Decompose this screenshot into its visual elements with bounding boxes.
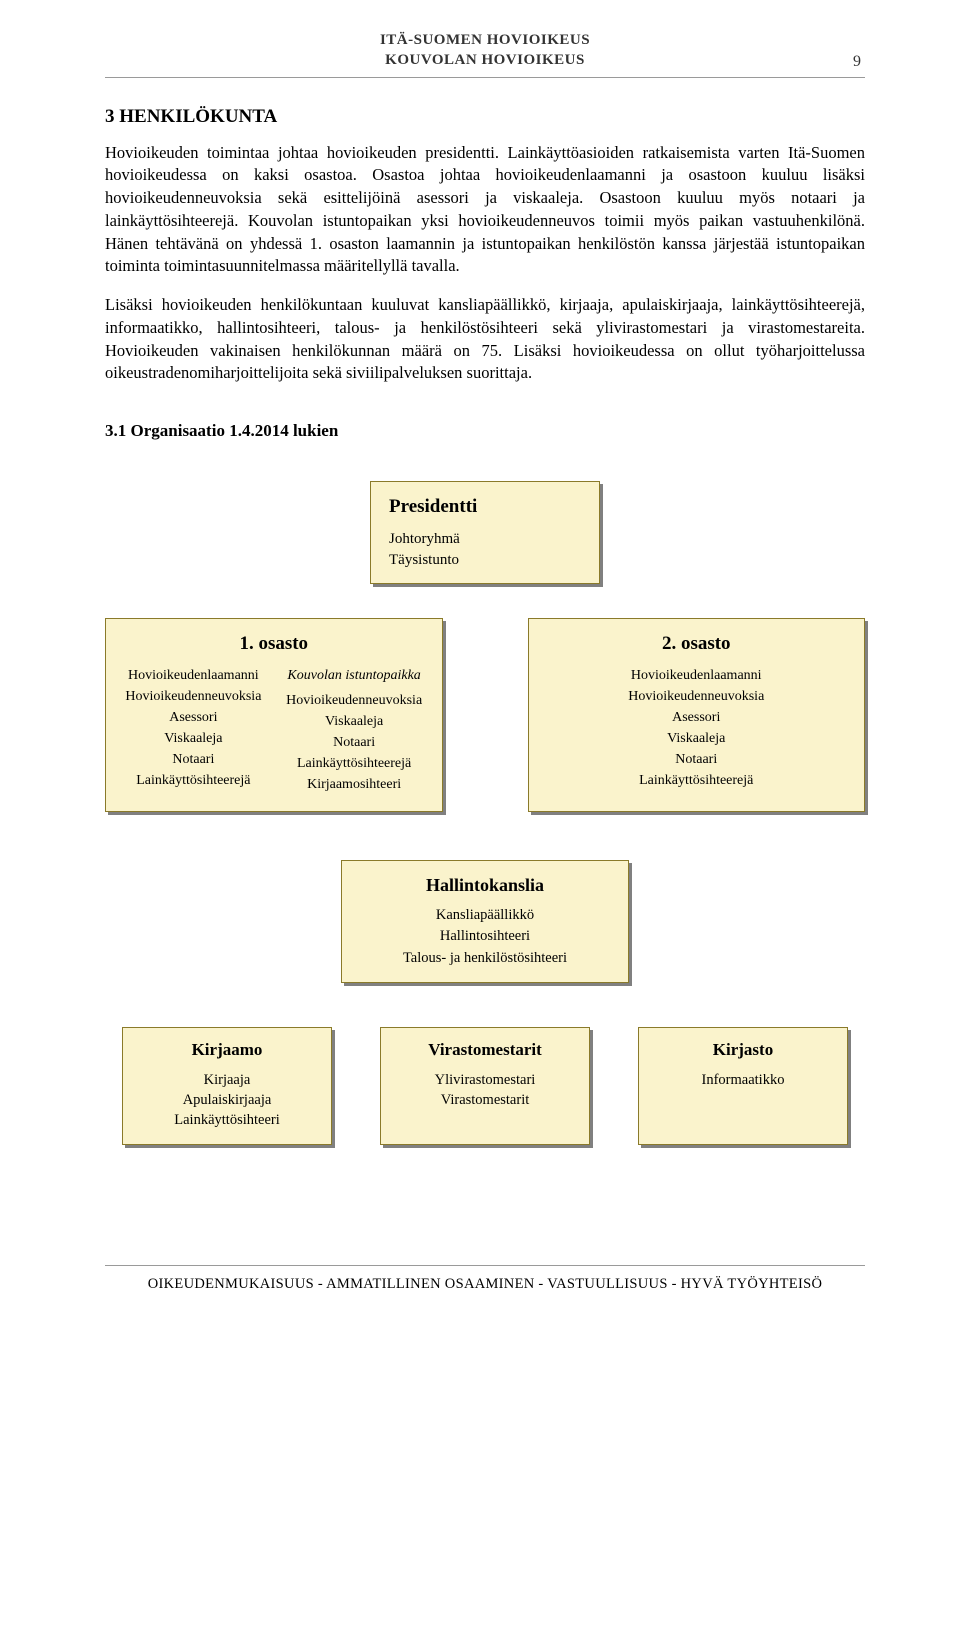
page-number: 9 (845, 53, 865, 71)
dept2-box: 2. osasto Hovioikeudenlaamanni Hovioikeu… (528, 618, 866, 813)
virastomestarit-l2: Virastomestarit (395, 1090, 575, 1110)
bottom-row: Kirjaamo Kirjaaja Apulaiskirjaaja Lainkä… (105, 1027, 865, 1146)
dept1-col2-l1: Hovioikeudenneuvoksia (281, 690, 428, 711)
dept1-box: 1. osasto Hovioikeudenlaamanni Hovioikeu… (105, 618, 443, 813)
dept2-l3: Asessori (543, 707, 851, 728)
hallinto-title: Hallintokanslia (360, 873, 610, 898)
virastomestarit-title: Virastomestarit (395, 1038, 575, 1062)
section-title: 3 HENKILÖKUNTA (105, 106, 865, 128)
hallinto-l3: Talous- ja henkilöstösihteeri (360, 948, 610, 970)
header-titles: ITÄ-SUOMEN HOVIOIKEUS KOUVOLAN HOVIOIKEU… (125, 30, 845, 71)
departments-row: 1. osasto Hovioikeudenlaamanni Hovioikeu… (105, 618, 865, 813)
dept2-l6: Lainkäyttösihteerejä (543, 770, 851, 791)
paragraph-1: Hovioikeuden toimintaa johtaa hovioikeud… (105, 142, 865, 279)
header-rule (105, 77, 865, 78)
kirjaamo-box: Kirjaamo Kirjaaja Apulaiskirjaaja Lainkä… (122, 1027, 332, 1146)
virastomestarit-box: Virastomestarit Ylivirastomestari Virast… (380, 1027, 590, 1146)
virastomestarit-l1: Ylivirastomestari (395, 1070, 575, 1090)
dept1-col2-sub: Kouvolan istuntopaikka (281, 665, 428, 686)
kirjasto-box: Kirjasto Informaatikko (638, 1027, 848, 1146)
dept2-title: 2. osasto (543, 631, 851, 658)
dept2-l2: Hovioikeudenneuvoksia (543, 686, 851, 707)
header-title-1: ITÄ-SUOMEN HOVIOIKEUS (125, 30, 845, 50)
dept1-col1-l3: Asessori (120, 707, 267, 728)
kirjasto-content: Informaatikko (653, 1070, 833, 1090)
kirjaamo-l2: Apulaiskirjaaja (137, 1090, 317, 1110)
dept1-col1-l2: Hovioikeudenneuvoksia (120, 686, 267, 707)
hallinto-content: Kansliapäällikkö Hallintosihteeri Talous… (360, 905, 610, 970)
dept1-inner: Hovioikeudenlaamanni Hovioikeudenneuvoks… (120, 665, 428, 795)
presidentti-title: Presidentti (389, 494, 581, 521)
dept1-title: 1. osasto (120, 631, 428, 658)
hallinto-box: Hallintokanslia Kansliapäällikkö Hallint… (341, 860, 629, 982)
dept2-l5: Notaari (543, 749, 851, 770)
subsection-title: 3.1 Organisaatio 1.4.2014 lukien (105, 421, 865, 441)
header-title-2: KOUVOLAN HOVIOIKEUS (125, 50, 845, 70)
kirjaamo-title: Kirjaamo (137, 1038, 317, 1062)
kirjasto-l1: Informaatikko (653, 1070, 833, 1090)
org-chart: Presidentti Johtoryhmä Täysistunto 1. os… (105, 481, 865, 1145)
kirjaamo-l3: Lainkäyttösihteeri (137, 1110, 317, 1130)
dept2-l1: Hovioikeudenlaamanni (543, 665, 851, 686)
dept1-col1-l4: Viskaaleja (120, 728, 267, 749)
dept1-col2-l2: Viskaaleja (281, 711, 428, 732)
kirjasto-title: Kirjasto (653, 1038, 833, 1062)
page-footer: OIKEUDENMUKAISUUS - AMMATILLINEN OSAAMIN… (105, 1265, 865, 1293)
dept2-content: Hovioikeudenlaamanni Hovioikeudenneuvoks… (543, 665, 851, 791)
footer-text: OIKEUDENMUKAISUUS - AMMATILLINEN OSAAMIN… (105, 1276, 865, 1293)
dept1-col2-l5: Kirjaamosihteeri (281, 774, 428, 795)
virastomestarit-content: Ylivirastomestari Virastomestarit (395, 1070, 575, 1111)
paragraph-2: Lisäksi hovioikeuden henkilökuntaan kuul… (105, 294, 865, 385)
presidentti-line2: Täysistunto (389, 550, 581, 571)
dept1-col1-l1: Hovioikeudenlaamanni (120, 665, 267, 686)
dept2-l4: Viskaaleja (543, 728, 851, 749)
page-container: ITÄ-SUOMEN HOVIOIKEUS KOUVOLAN HOVIOIKEU… (0, 0, 960, 1323)
dept1-col1-l5: Notaari (120, 749, 267, 770)
hallinto-l2: Hallintosihteeri (360, 926, 610, 948)
footer-rule (105, 1265, 865, 1266)
dept1-col2: Kouvolan istuntopaikka Hovioikeudenneuvo… (281, 665, 428, 795)
presidentti-box: Presidentti Johtoryhmä Täysistunto (370, 481, 600, 584)
dept1-col1-l6: Lainkäyttösihteerejä (120, 770, 267, 791)
dept1-col2-l4: Lainkäyttösihteerejä (281, 753, 428, 774)
presidentti-line1: Johtoryhmä (389, 529, 581, 550)
dept1-col1: Hovioikeudenlaamanni Hovioikeudenneuvoks… (120, 665, 267, 795)
hallinto-l1: Kansliapäällikkö (360, 905, 610, 927)
page-header: ITÄ-SUOMEN HOVIOIKEUS KOUVOLAN HOVIOIKEU… (105, 30, 865, 71)
dept1-col2-l3: Notaari (281, 732, 428, 753)
kirjaamo-l1: Kirjaaja (137, 1070, 317, 1090)
kirjaamo-content: Kirjaaja Apulaiskirjaaja Lainkäyttösihte… (137, 1070, 317, 1131)
